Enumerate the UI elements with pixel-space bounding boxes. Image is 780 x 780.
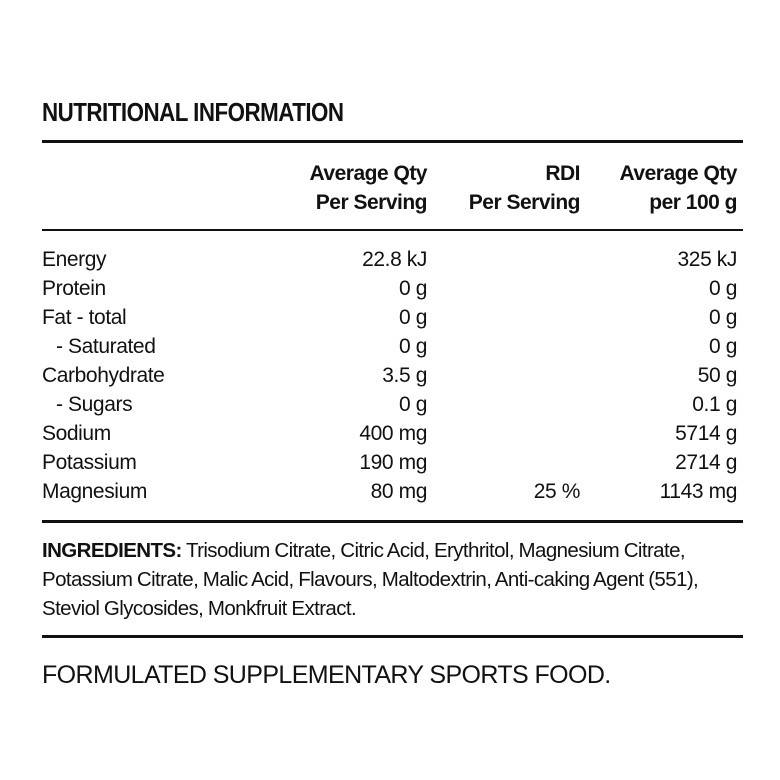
column-header-per-100g: Average Qty per 100 g — [619, 159, 738, 217]
table-row: Carbohydrate 3.5 g 50 g — [42, 361, 743, 390]
per-100g-value: 1143 mg — [659, 480, 738, 503]
table-row: Potassium 190 mg 2714 g — [42, 448, 743, 477]
per-100g-value: 325 kJ — [677, 248, 738, 271]
per-serving-value: 0 g — [399, 306, 427, 329]
per-100g-value: 0 g — [709, 277, 737, 300]
nutrient-name: - Sugars — [56, 393, 133, 416]
per-100g-value: 2714 g — [675, 451, 737, 474]
per-serving-value: 0 g — [399, 393, 427, 416]
nutrient-table: Energy 22.8 kJ 325 kJ Protein 0 g 0 g Fa… — [42, 231, 743, 520]
per-100g-value: 0 g — [709, 306, 737, 329]
header-divider — [42, 229, 743, 231]
nutrient-name: - Saturated — [56, 335, 156, 358]
table-bottom-rule — [42, 520, 743, 523]
per-100g-value: 0.1 g — [692, 393, 737, 416]
table-row: Fat - total 0 g 0 g — [42, 303, 743, 332]
rdi-value: 25 % — [533, 480, 581, 503]
table-row: Protein 0 g 0 g — [42, 274, 743, 303]
column-header-line: Per Serving — [468, 191, 581, 214]
table-row: Energy 22.8 kJ 325 kJ — [42, 245, 743, 274]
top-rule — [42, 140, 743, 143]
nutrition-panel: NUTRITIONAL INFORMATION Average Qty Per … — [42, 92, 743, 692]
table-row: Sodium 400 mg 5714 g — [42, 419, 743, 448]
per-serving-value: 190 mg — [359, 451, 427, 474]
per-serving-value: 22.8 kJ — [362, 248, 427, 271]
nutrient-name: Fat - total — [42, 306, 127, 329]
nutrient-name: Carbohydrate — [42, 364, 165, 387]
per-100g-value: 0 g — [709, 335, 737, 358]
column-header-line: Per Serving — [315, 191, 428, 214]
column-header-line: per 100 g — [649, 191, 737, 214]
ingredients-text: Trisodium Citrate, Citric Acid, Erythrit… — [42, 539, 699, 620]
panel-title: NUTRITIONAL INFORMATION — [42, 97, 344, 127]
table-row: - Saturated 0 g 0 g — [42, 332, 743, 361]
column-header-rdi: RDI Per Serving — [468, 159, 581, 217]
nutrient-name: Magnesium — [42, 480, 147, 503]
column-header-row: Average Qty Per Serving RDI Per Serving … — [42, 143, 743, 229]
nutrient-name: Sodium — [42, 422, 111, 445]
per-serving-value: 0 g — [399, 335, 427, 358]
per-100g-value: 5714 g — [675, 422, 737, 445]
per-serving-value: 400 mg — [359, 422, 427, 445]
nutrient-name: Potassium — [42, 451, 137, 474]
ingredients-paragraph: INGREDIENTS: Trisodium Citrate, Citric A… — [42, 523, 743, 635]
ingredients-bottom-rule — [42, 635, 743, 638]
per-serving-value: 0 g — [399, 277, 427, 300]
per-serving-value: 3.5 g — [382, 364, 427, 387]
per-serving-value: 80 mg — [370, 480, 428, 503]
nutrient-name: Protein — [42, 277, 106, 300]
table-row: Magnesium 80 mg 25 % 1143 mg — [42, 477, 743, 506]
column-header-line: Average Qty — [619, 162, 738, 185]
table-row: - Sugars 0 g 0.1 g — [42, 390, 743, 419]
column-header-line: Average Qty — [309, 162, 428, 185]
nutrient-name: Energy — [42, 248, 107, 271]
food-statement: FORMULATED SUPPLEMENTARY SPORTS FOOD. — [42, 661, 611, 689]
column-header-line: RDI — [545, 162, 580, 185]
per-100g-value: 50 g — [697, 364, 738, 387]
ingredients-label: INGREDIENTS: — [42, 539, 182, 562]
column-header-per-serving: Average Qty Per Serving — [309, 159, 428, 217]
